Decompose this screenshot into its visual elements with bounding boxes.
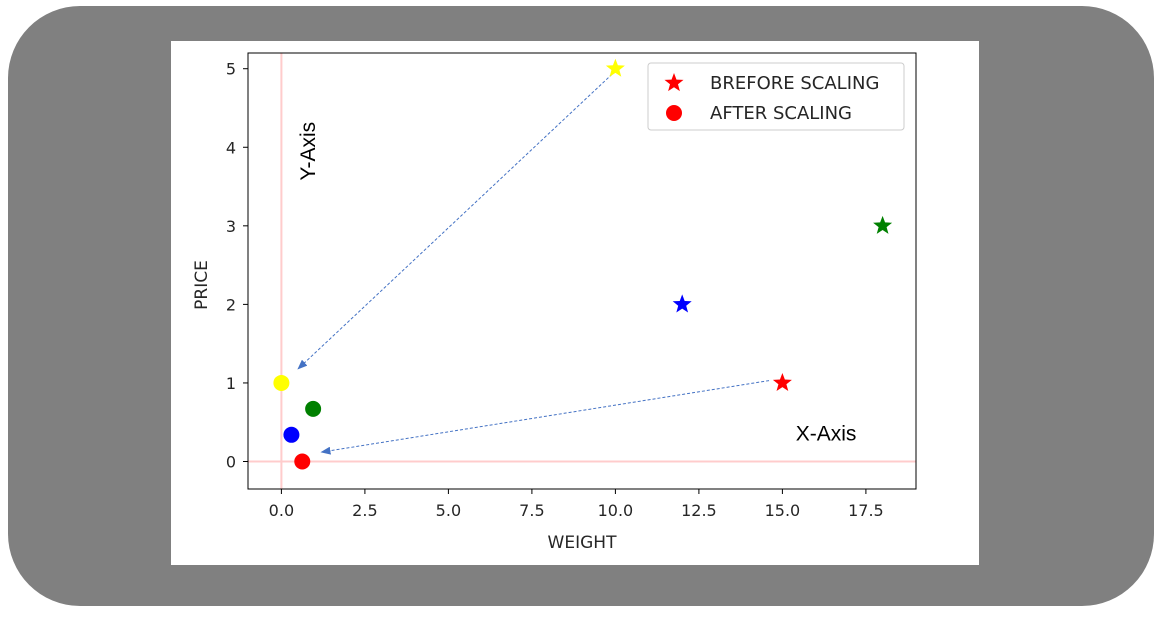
y-tick-label: 5	[226, 60, 236, 79]
y-tick-label: 3	[226, 217, 236, 236]
annotation-arrow	[320, 380, 770, 455]
x-ticks: 0.0 2.5 5.0 7.5 10.0 12.5 15.0 17.5	[269, 489, 884, 520]
legend-label: BREFORE SCALING	[710, 73, 879, 94]
data-points	[273, 58, 893, 470]
star-point	[873, 215, 893, 234]
x-axis-title: WEIGHT	[548, 533, 618, 553]
x-tick-label: 15.0	[765, 501, 801, 520]
star-point	[605, 58, 625, 77]
legend: BREFORE SCALING AFTER SCALING	[647, 62, 905, 131]
y-ticks: 0 1 2 3 4 5	[226, 60, 248, 472]
y-tick-label: 2	[226, 295, 236, 314]
plot-area-frame	[247, 52, 917, 490]
y-tick-label: 0	[226, 453, 236, 472]
annotation-arrows	[297, 73, 770, 455]
chart-card: 0.0 2.5 5.0 7.5 10.0 12.5 15.0 17.5 0 1 2 3 4 5 WEIG…	[171, 41, 979, 565]
y-axis-annotation: Y-Axis	[297, 122, 320, 181]
annotation-arrow	[297, 73, 613, 370]
legend-circle-icon	[666, 105, 682, 121]
x-axis-annotation: X-Axis	[796, 422, 857, 445]
y-axis-title: PRICE	[192, 260, 212, 310]
x-tick-label: 10.0	[598, 501, 634, 520]
circle-point	[294, 453, 311, 470]
y-tick-label: 4	[226, 138, 236, 157]
legend-box	[647, 62, 905, 131]
x-tick-label: 5.0	[436, 501, 461, 520]
reference-lines	[248, 53, 916, 489]
star-point	[772, 372, 792, 392]
circle-point	[305, 400, 322, 417]
x-tick-label: 7.5	[519, 501, 544, 520]
scatter-chart: 0.0 2.5 5.0 7.5 10.0 12.5 15.0 17.5 0 1 2 3 4 5 WEIG…	[192, 52, 917, 553]
annotations: Y-Axis X-Axis	[297, 122, 908, 453]
y-tick-label: 1	[226, 374, 236, 393]
x-axis-annotation-box	[787, 418, 908, 453]
legend-label: AFTER SCALING	[710, 103, 852, 124]
legend-star-icon	[664, 73, 684, 92]
star-point	[672, 294, 692, 313]
x-tick-label: 17.5	[848, 501, 884, 520]
x-tick-label: 2.5	[352, 501, 377, 520]
x-tick-label: 12.5	[681, 501, 717, 520]
circle-point	[283, 426, 300, 443]
x-tick-label: 0.0	[269, 501, 294, 520]
circle-point	[273, 374, 290, 391]
